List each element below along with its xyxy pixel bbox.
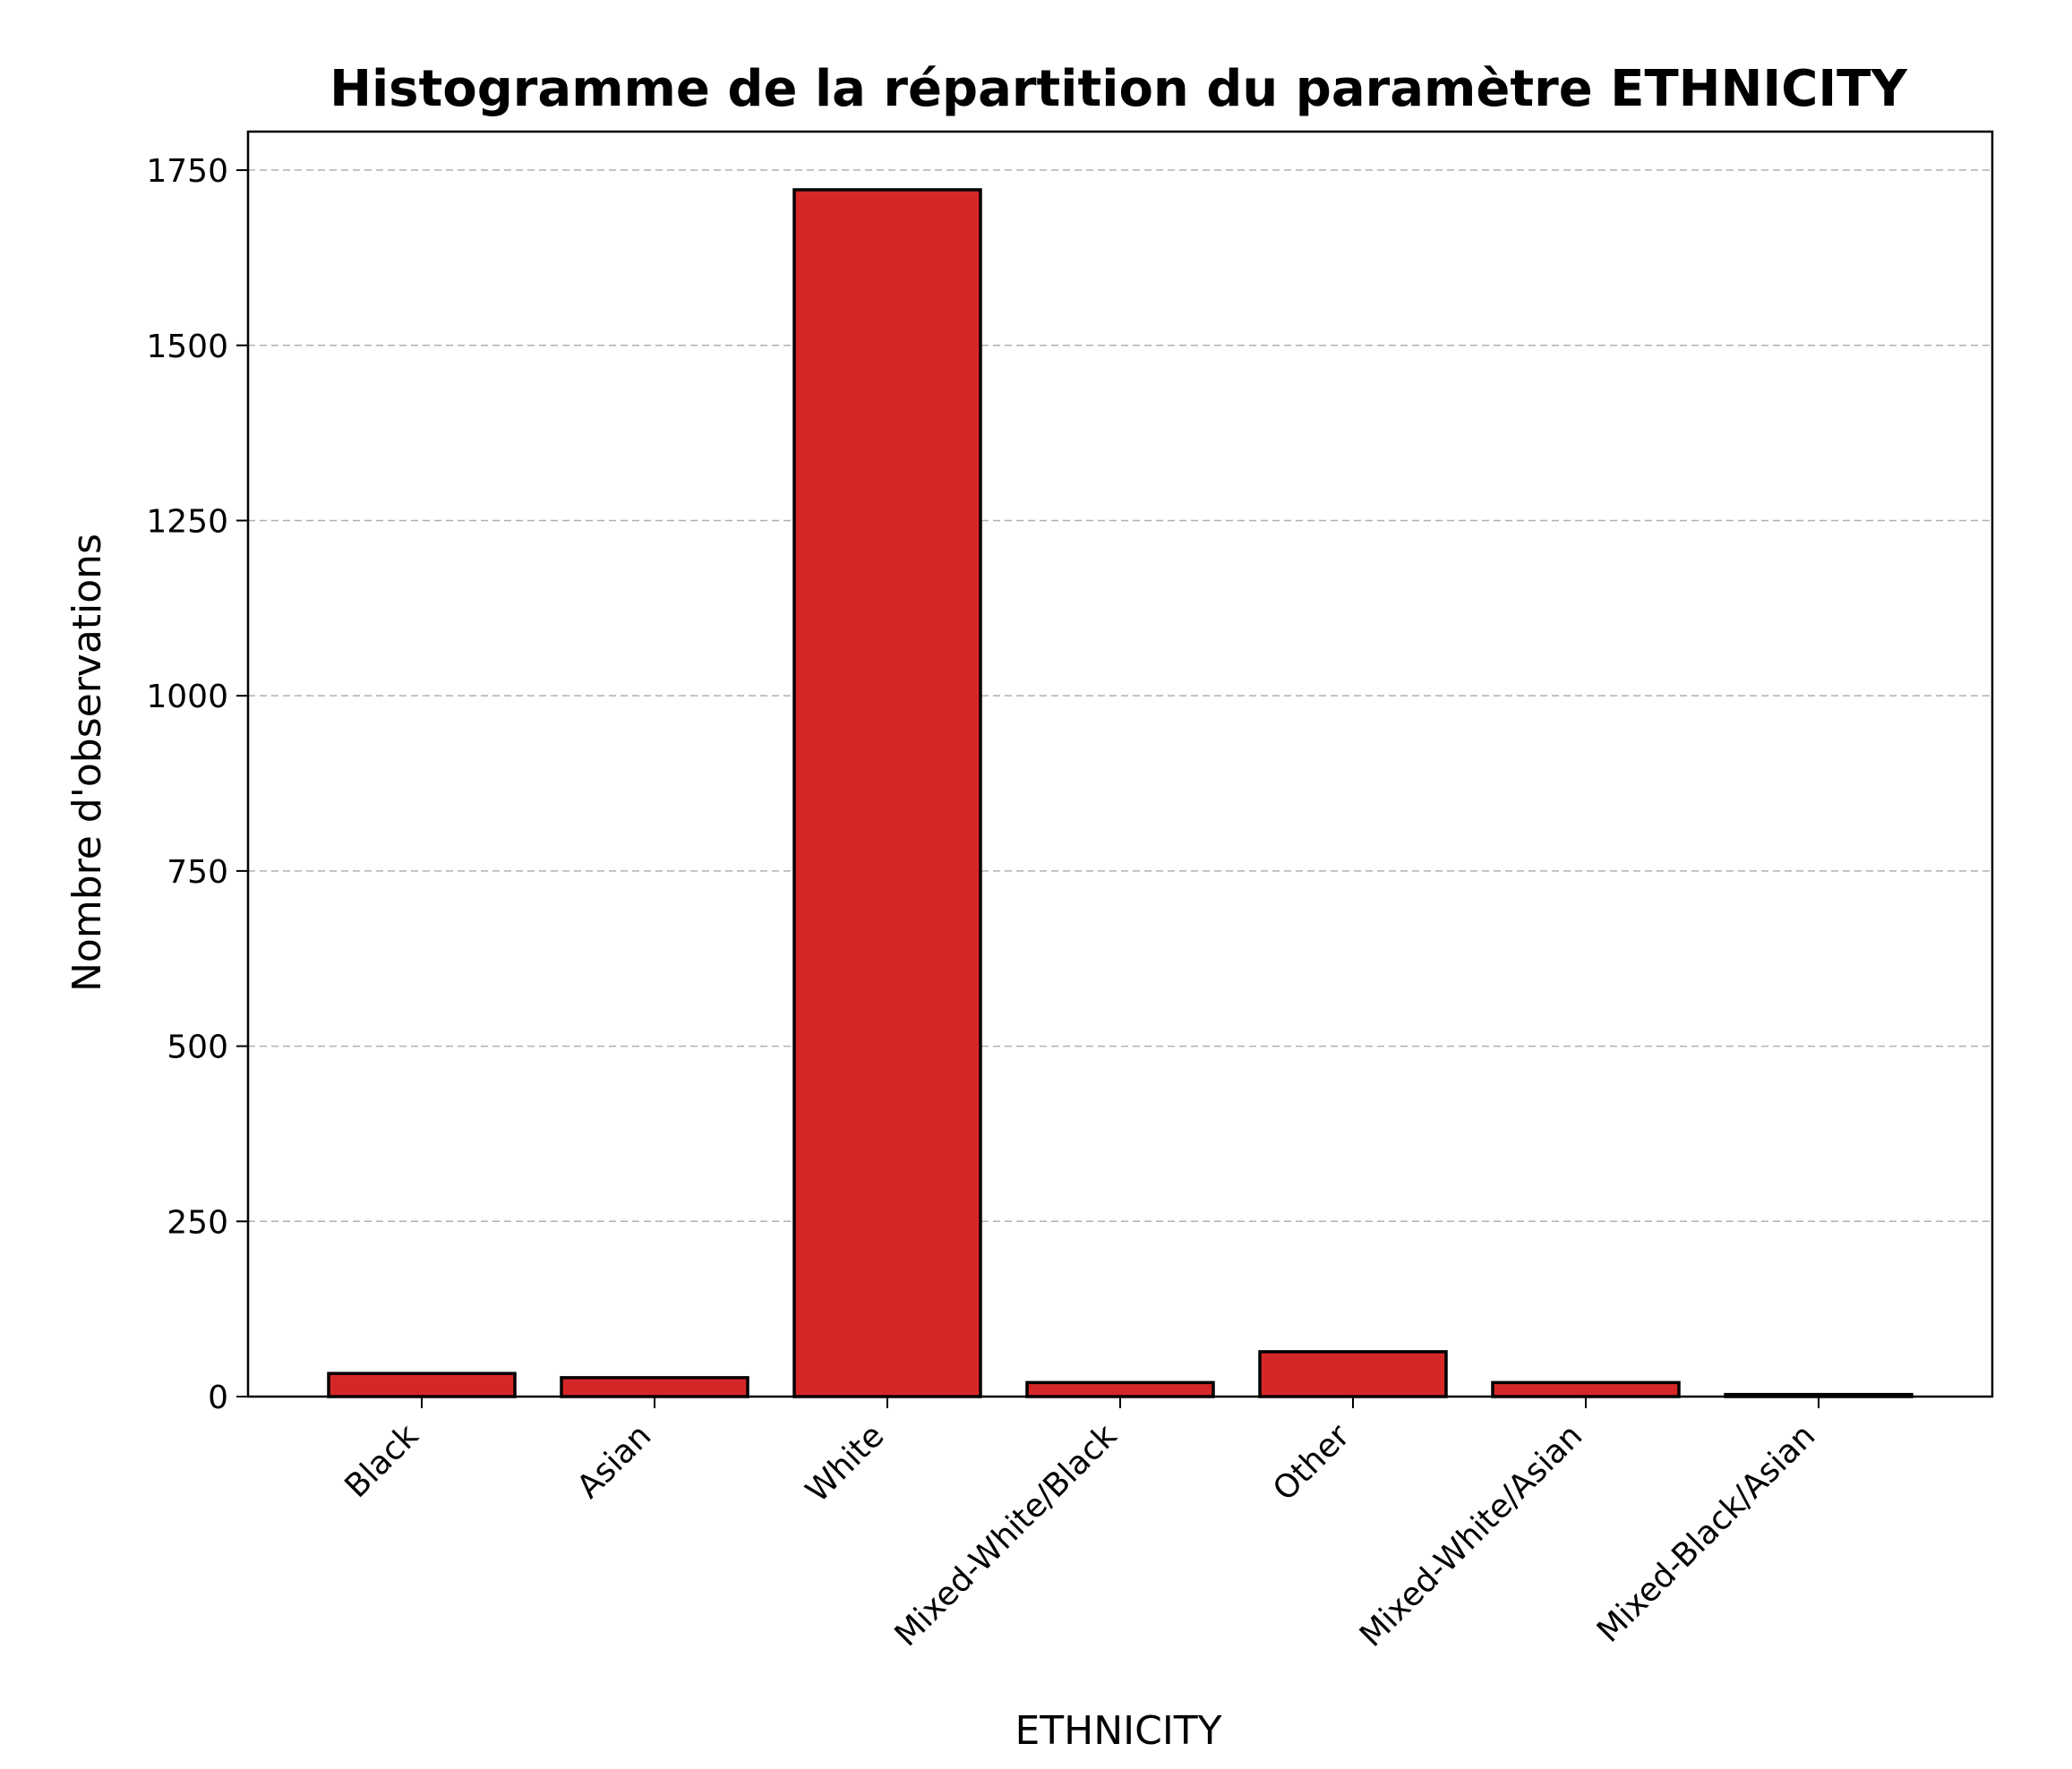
bar-other [1258, 1350, 1448, 1398]
y-tick-label: 1250 [146, 503, 228, 540]
y-tick-label: 1500 [146, 329, 228, 365]
chart-title: Histogramme de la répartition du paramèt… [330, 60, 1908, 118]
x-tick-label: Mixed-White/Black [888, 1417, 1125, 1654]
bar-white [792, 188, 982, 1398]
plot-frame [246, 130, 1994, 1398]
bar-mixed-white-asian [1491, 1380, 1681, 1398]
x-tick-label: Asian [570, 1417, 658, 1505]
x-tick-label: Black [338, 1417, 425, 1505]
y-tick-label: 750 [167, 854, 228, 891]
y-axis-label: Nombre d'observations [64, 534, 110, 992]
x-tick-label: White [799, 1417, 891, 1509]
y-tick-label: 1000 [146, 679, 228, 715]
y-axis-ticks: 0 250 500 750 1000 1250 1500 1750 [146, 153, 248, 1416]
x-tick-label: Mixed-White/Asian [1353, 1417, 1589, 1654]
bars [327, 188, 1914, 1398]
y-tick-label: 250 [167, 1204, 228, 1241]
grid-lines [248, 169, 1992, 1223]
x-axis-label: ETHNICITY [1015, 1708, 1221, 1754]
y-tick-label: 1750 [146, 153, 228, 190]
bar-asian [560, 1376, 749, 1398]
x-tick-label: Mixed-Black/Asian [1590, 1417, 1822, 1649]
y-tick-label: 500 [167, 1030, 228, 1066]
bar-black [327, 1372, 517, 1398]
x-tick-label: Other [1266, 1417, 1357, 1508]
bar-mixed-white-black [1025, 1380, 1215, 1398]
y-tick-label: 0 [208, 1380, 228, 1416]
